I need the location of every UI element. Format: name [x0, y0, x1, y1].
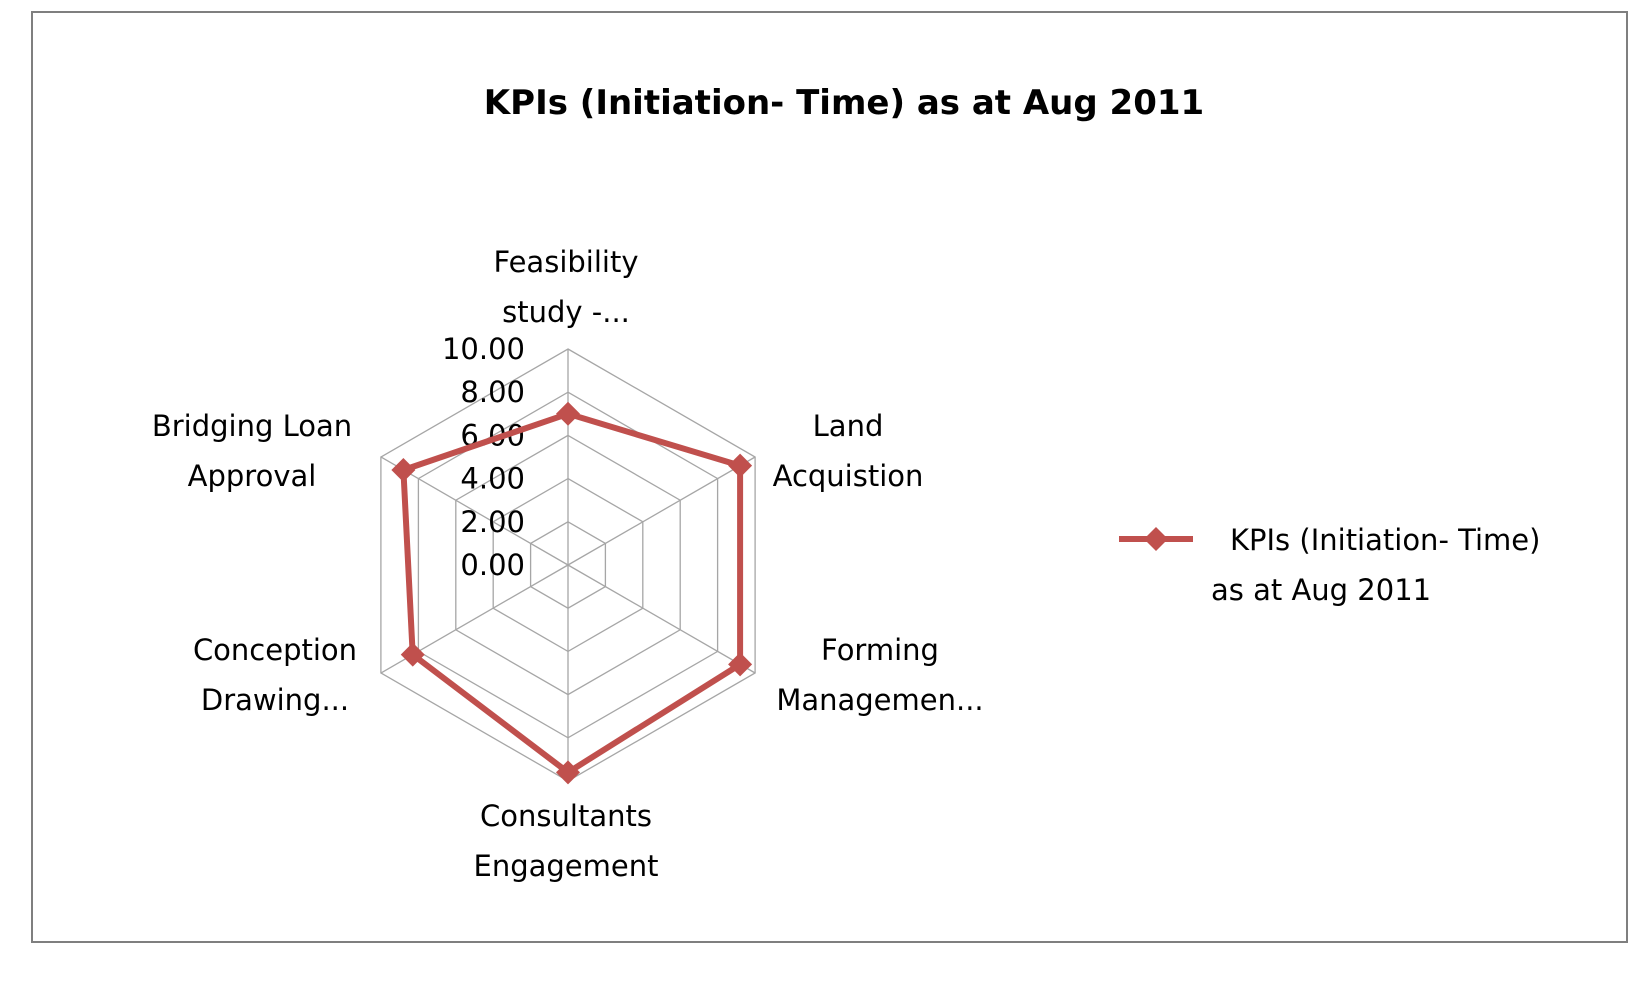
category-label-line: Conception — [193, 633, 357, 667]
legend-label: KPIs (Initiation- Time) as at Aug 2011 — [1211, 523, 1540, 607]
data-point-marker — [556, 760, 580, 785]
data-point-marker — [728, 453, 753, 478]
category-label-line: Consultants — [480, 799, 652, 833]
data-point-marker — [556, 401, 580, 426]
category-label-line: Feasibility — [494, 245, 639, 279]
grid-spoke — [567, 456, 756, 566]
legend-marker — [1144, 527, 1168, 551]
category-labels: Feasibility study -... Land Acquistion Formi… — [152, 245, 984, 883]
series-line — [400, 410, 744, 776]
category-label: Forming Managemen... — [776, 633, 983, 717]
category-label-line: Acquistion — [773, 459, 924, 493]
grid-spoke — [380, 456, 569, 566]
category-label-line: Forming — [821, 633, 939, 667]
category-label: Land Acquistion — [773, 409, 924, 493]
radial-tick-label: 2.00 — [460, 505, 525, 539]
legend-label-line: KPIs (Initiation- Time) — [1230, 523, 1540, 557]
category-label-line: study -... — [502, 295, 630, 329]
category-label-line: Bridging Loan — [152, 409, 352, 443]
chart-frame — [31, 11, 1628, 943]
category-label: Bridging Loan Approval — [152, 409, 352, 493]
data-point-marker — [728, 652, 753, 677]
category-label-line: Land — [813, 409, 884, 443]
radar-grid — [380, 348, 756, 782]
data-point-marker — [400, 642, 425, 667]
radial-tick-label: 10.00 — [442, 332, 525, 366]
category-label: Consultants Engagement — [474, 799, 659, 883]
data-point-marker — [391, 457, 416, 482]
category-label-line: Managemen... — [776, 683, 983, 717]
category-label-line: Approval — [188, 459, 317, 493]
radial-tick-label: 4.00 — [460, 462, 525, 496]
series-layer — [391, 401, 753, 785]
legend: KPIs (Initiation- Time) as at Aug 2011 — [1119, 523, 1540, 607]
category-label-line: Drawing... — [201, 683, 349, 717]
radial-tick-label: 8.00 — [460, 375, 525, 409]
legend-label-line: as at Aug 2011 — [1211, 573, 1431, 607]
chart-title: KPIs (Initiation- Time) as at Aug 2011 — [484, 83, 1204, 123]
category-label: Feasibility study -... — [494, 245, 639, 329]
grid-spoke — [567, 564, 756, 674]
category-label-line: Engagement — [474, 849, 659, 883]
radial-tick-label: 0.00 — [460, 548, 525, 582]
category-label: Conception Drawing... — [193, 633, 357, 717]
